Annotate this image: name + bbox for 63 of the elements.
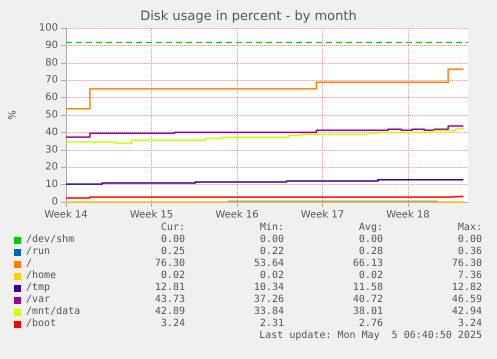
text: 11.58 [352, 282, 383, 294]
text: 0.00 [458, 234, 482, 246]
legend-label: /home [26, 270, 56, 282]
text: Min: [260, 222, 284, 234]
y-tick-label: 100 [38, 22, 58, 34]
chart-title: Disk usage in percent - by month [140, 9, 357, 24]
y-tick-label: 70 [45, 74, 58, 86]
text: 10.34 [254, 282, 284, 294]
y-tick-label: 10 [45, 179, 58, 190]
text: Last update: Mon May 5 06:40:50 2025 [259, 330, 482, 342]
legend-label: /boot [26, 318, 56, 330]
x-tick-label: Week 16 [215, 210, 259, 220]
x-tick-label: Week 17 [300, 210, 344, 220]
text: 43.73 [154, 294, 185, 306]
text: 0.28 [358, 246, 383, 258]
text: 3.24 [160, 318, 185, 330]
text: 0.00 [260, 234, 284, 246]
text: 7.36 [458, 270, 482, 282]
legend-label: /run [26, 246, 50, 258]
x-tick-label: Week 15 [130, 210, 174, 220]
text: 42.89 [154, 306, 185, 318]
legend-label: / [26, 258, 32, 270]
y-tick-label: 60 [45, 92, 58, 104]
text: 76.30 [154, 258, 185, 270]
text: 66.13 [352, 258, 383, 270]
legend-label: /tmp [26, 282, 50, 294]
text: 12.82 [452, 282, 482, 294]
text: 42.94 [452, 306, 482, 318]
text: 0.25 [160, 246, 185, 258]
text: 2.31 [260, 318, 284, 330]
y-tick-label: 80 [45, 57, 58, 68]
x-tick-label: Week 18 [386, 210, 430, 220]
text: 0.36 [458, 246, 482, 258]
text: Max: [458, 222, 482, 234]
y-tick-label: 0 [52, 196, 58, 208]
text: 0.02 [358, 270, 383, 282]
text: 37.26 [254, 294, 284, 306]
legend-label: /mnt/data [26, 306, 80, 318]
text: 3.24 [458, 318, 482, 330]
text: 53.64 [254, 258, 284, 270]
legend-label: /dev/shm [26, 234, 74, 246]
text: 0.02 [260, 270, 284, 282]
text: 0.00 [358, 234, 383, 246]
text: 0.22 [260, 246, 284, 258]
y-tick-label: 90 [45, 40, 58, 51]
y-tick-label: 40 [45, 126, 58, 138]
text: Avg: [358, 222, 383, 234]
text: Cur: [160, 222, 185, 234]
text: 2.76 [358, 318, 383, 330]
legend-label: /var [26, 294, 50, 306]
y-tick-label: 20 [45, 162, 58, 173]
text: 33.84 [254, 306, 284, 318]
y-axis-title: % [8, 110, 18, 120]
text: 40.72 [352, 294, 383, 306]
y-tick-label: 50 [45, 110, 58, 120]
text: 12.81 [154, 282, 185, 294]
text: 76.30 [452, 258, 482, 270]
x-tick-label: Week 14 [44, 210, 88, 220]
text: 0.02 [160, 270, 185, 282]
text: 46.59 [452, 294, 482, 306]
y-tick-label: 30 [45, 144, 58, 156]
text: 38.01 [352, 306, 383, 318]
text: 0.00 [160, 234, 185, 246]
